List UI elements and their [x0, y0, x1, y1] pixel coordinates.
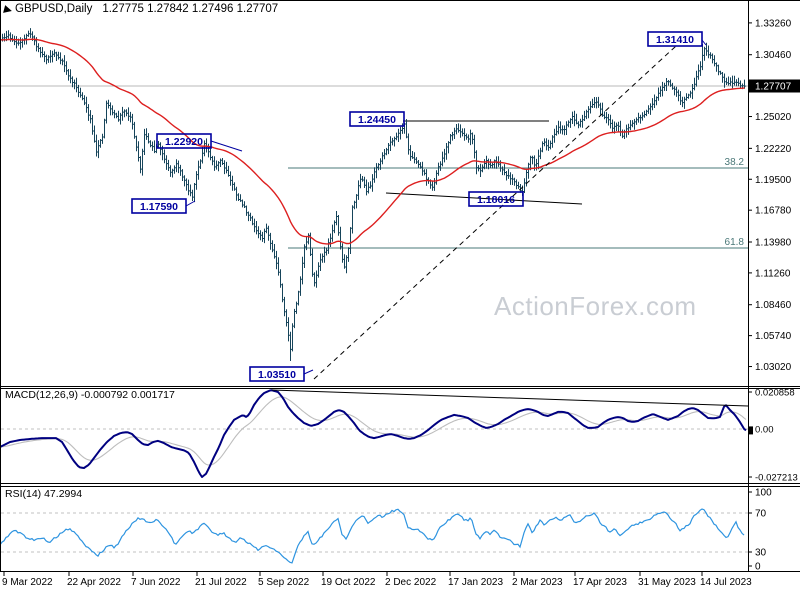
price-annotation-label: 1.24450 [358, 114, 396, 126]
macd-tick-label: 0.00 [755, 425, 774, 436]
macd-group [1, 389, 747, 478]
price-annotation-box [468, 191, 524, 207]
price-tick-label: 1.16780 [755, 206, 792, 217]
current-price-tag-label: 1.27707 [755, 82, 792, 93]
rsi-tick-label: 70 [755, 509, 767, 520]
date-tick-label: 17 Apr 2023 [573, 577, 627, 588]
price-annotation-box [349, 111, 405, 127]
price-tick-label: 1.33260 [755, 18, 792, 29]
price-tick-label: 1.03020 [755, 362, 792, 373]
price-tick-label: 1.08460 [755, 300, 792, 311]
price-tick-label: 1.13980 [755, 237, 792, 248]
dashed-trendline [313, 45, 677, 380]
candles-group [1, 28, 747, 361]
price-annotation-box [131, 198, 187, 214]
date-tick-label: 2 Dec 2022 [385, 577, 437, 588]
price-tick-label: 1.11260 [755, 268, 791, 279]
annotation-connector [185, 200, 196, 207]
price-annotation-label: 1.31410 [656, 34, 694, 46]
macd-current-marker [748, 426, 753, 435]
macd-line [1, 389, 747, 478]
annotation-connector [303, 369, 314, 375]
macd-tick-label: -0.027213 [755, 473, 798, 484]
ema-line [1, 38, 745, 245]
annotation-connector [210, 140, 243, 152]
price-tick-label: 1.30460 [755, 50, 792, 61]
date-tick-label: 9 Mar 2022 [2, 577, 53, 588]
date-tick-label: 17 Jan 2023 [448, 577, 503, 588]
price-annotation-label: 1.17590 [140, 201, 178, 213]
support-trendline [385, 192, 583, 205]
price-annotation-label: 1.22920 [165, 136, 203, 148]
candlestick-bars [1, 28, 745, 361]
price-annotation-label: 1.18016 [477, 194, 515, 206]
rsi-tick-label: 30 [755, 548, 767, 559]
price-annotation-box [156, 133, 212, 149]
macd-tick-label: 0.020858 [755, 388, 795, 399]
fib-level-label: 61.8 [725, 237, 745, 248]
date-tick-label: 22 Apr 2022 [67, 577, 121, 588]
rsi-tick-label: 0 [755, 562, 761, 573]
date-tick-label: 14 Jul 2023 [700, 577, 752, 588]
rsi-line [1, 508, 745, 564]
price-tick-label: 1.25020 [755, 112, 792, 123]
macd-signal-line [1, 396, 747, 466]
date-tick-label: 19 Oct 2022 [321, 577, 376, 588]
rsi-group [1, 508, 745, 564]
macd-trendline [271, 389, 749, 407]
rsi-tick-label: 100 [755, 488, 772, 499]
fib-level-label: 38.2 [725, 157, 745, 168]
price-annotation-box [249, 366, 305, 382]
date-tick-label: 21 Jul 2022 [195, 577, 247, 588]
price-tick-label: 1.05740 [755, 331, 792, 342]
date-tick-label: 5 Sep 2022 [258, 577, 310, 588]
candlestick-close-ticks [1, 33, 747, 350]
date-tick-label: 2 Mar 2023 [512, 577, 563, 588]
date-tick-label: 31 May 2023 [638, 577, 696, 588]
current-price-tag [748, 79, 800, 93]
price-tick-label: 1.19500 [755, 175, 792, 186]
price-annotation-box [647, 31, 703, 47]
price-tick-label: 1.22220 [755, 144, 792, 155]
price-annotation-label: 1.03510 [258, 369, 296, 381]
date-tick-label: 7 Jun 2022 [131, 577, 181, 588]
